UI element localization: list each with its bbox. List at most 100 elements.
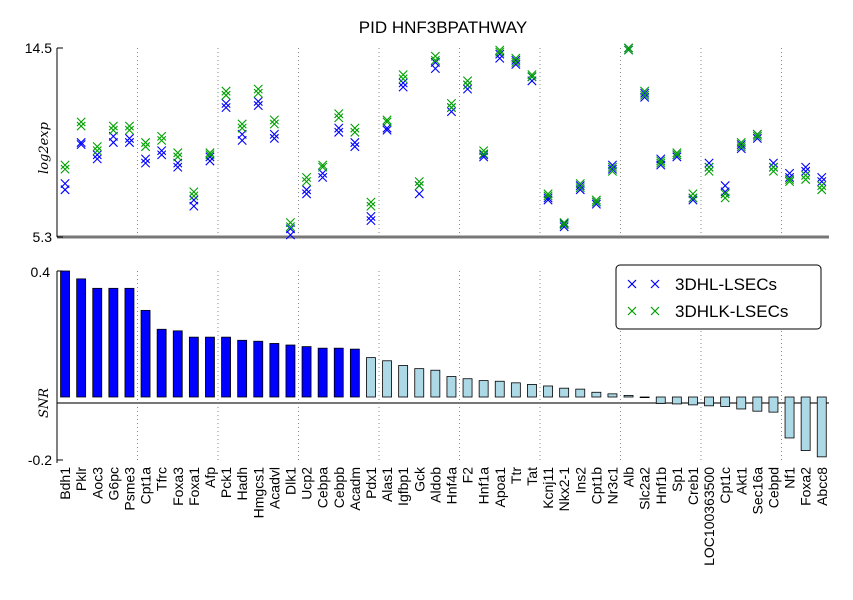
scatter-point-3dhlk bbox=[591, 197, 601, 207]
scatter-point-3dhl bbox=[301, 189, 312, 199]
snr-bars bbox=[60, 270, 827, 458]
scatter-point-3dhlk bbox=[495, 45, 505, 55]
snr-bar bbox=[398, 365, 409, 398]
scatter-point-3dhl bbox=[173, 162, 183, 172]
scatter-point-3dhlk bbox=[414, 176, 424, 187]
legend-entry-3dhlk: 3DHLK-LSECs bbox=[627, 302, 788, 321]
scatter-point-3dhlk bbox=[479, 146, 489, 156]
gene-label: Acadvl bbox=[266, 467, 282, 509]
scatter-point-3dhlk bbox=[656, 156, 666, 166]
snr-bar bbox=[607, 393, 618, 398]
scatter-point-3dhl bbox=[157, 146, 167, 156]
scatter-point-3dhlk bbox=[672, 150, 682, 160]
scatter-point-3dhl bbox=[366, 211, 376, 222]
scatter-point-3dhlk bbox=[108, 121, 118, 131]
gene-label: Hadh bbox=[234, 467, 250, 500]
scatter-point-3dhl bbox=[350, 142, 360, 152]
scatter-point-3dhl bbox=[398, 78, 408, 88]
gene-label: Ucp2 bbox=[299, 467, 315, 500]
snr-bar bbox=[430, 369, 441, 398]
scatter-point-3dhlk bbox=[784, 176, 795, 187]
snr-bar bbox=[494, 380, 505, 398]
gene-label: Ttr bbox=[508, 467, 524, 484]
scatter-point-3dhl bbox=[140, 154, 151, 164]
top-ytick-max: 14.5 bbox=[25, 40, 52, 56]
bottom-ytick-max: 0.4 bbox=[31, 264, 51, 280]
scatter-point-3dhl bbox=[350, 137, 360, 148]
gene-label: Acadm bbox=[347, 467, 363, 511]
scatter-point-3dhlk bbox=[237, 119, 247, 129]
gene-label: Nkx2-1 bbox=[556, 467, 572, 512]
scatter-point-3dhl bbox=[253, 100, 263, 111]
scatter-point-3dhlk bbox=[398, 70, 408, 80]
scatter-point-3dhlk bbox=[640, 86, 650, 96]
scatter-point-3dhlk bbox=[301, 176, 312, 187]
scatter-point-3dhlk bbox=[92, 142, 102, 152]
scatter-point-3dhl bbox=[124, 137, 135, 148]
scatter-point-3dhlk bbox=[479, 149, 489, 159]
scatter-point-3dhlk bbox=[334, 113, 344, 123]
scatter-point-3dhlk bbox=[253, 88, 263, 98]
gene-label: Alas1 bbox=[379, 467, 395, 502]
scatter-point-3dhlk bbox=[76, 117, 86, 127]
scatter-point-3dhl bbox=[398, 82, 408, 92]
scatter-point-3dhlk bbox=[511, 57, 521, 67]
snr-bar bbox=[591, 391, 602, 398]
snr-bar bbox=[688, 396, 698, 406]
scatter-point-3dhlk bbox=[205, 150, 215, 160]
snr-bar bbox=[575, 388, 586, 398]
scatter-point-3dhlk bbox=[430, 55, 440, 65]
gene-label: Sec16a bbox=[749, 467, 765, 515]
scatter-point-3dhlk bbox=[350, 123, 360, 133]
scatter-point-3dhl bbox=[366, 215, 376, 226]
snr-bar bbox=[720, 396, 731, 407]
gene-label: Cpt1b bbox=[588, 467, 604, 505]
scatter-point-3dhlk bbox=[157, 135, 167, 146]
gene-label: Creb1 bbox=[685, 467, 701, 505]
gene-label: Ins2 bbox=[572, 467, 588, 494]
scatter-point-3dhlk bbox=[285, 218, 296, 228]
scatter-point-3dhlk bbox=[607, 162, 618, 172]
scatter-point-3dhlk bbox=[640, 90, 650, 100]
scatter-point-3dhlk bbox=[173, 148, 183, 158]
scatter-point-3dhlk bbox=[817, 185, 827, 195]
snr-bar bbox=[671, 396, 682, 405]
snr-bar bbox=[156, 328, 167, 398]
scatter-point-3dhl bbox=[672, 152, 682, 162]
scatter-point-3dhlk bbox=[495, 47, 505, 57]
scatter-point-3dhlk bbox=[76, 121, 86, 131]
scatter-point-3dhlk bbox=[720, 189, 730, 199]
scatter-point-3dhlk bbox=[221, 90, 231, 100]
scatter-point-3dhlk bbox=[801, 174, 811, 185]
gene-label: Nr3c1 bbox=[604, 467, 620, 505]
gene-label: Hmgcs1 bbox=[250, 467, 266, 519]
scatter-marks bbox=[60, 43, 827, 240]
scatter-point-3dhlk bbox=[414, 181, 424, 191]
expression-scatter-panel: 14.5 5.3 log2exp bbox=[25, 40, 829, 245]
scatter-point-3dhl bbox=[221, 102, 231, 113]
scatter-point-3dhl bbox=[607, 164, 618, 174]
gene-label: Apoa1 bbox=[492, 467, 508, 508]
scatter-point-3dhlk bbox=[575, 178, 585, 189]
snr-bar bbox=[382, 360, 392, 398]
gene-label: G6pc bbox=[105, 467, 121, 500]
snr-bar bbox=[221, 336, 231, 398]
snr-bar bbox=[124, 287, 135, 398]
scatter-point-3dhl bbox=[446, 107, 457, 117]
scatter-point-3dhlk bbox=[623, 45, 634, 55]
scatter-point-3dhl bbox=[817, 176, 827, 187]
snr-bar bbox=[623, 395, 634, 398]
gene-label: Pklr bbox=[73, 467, 89, 491]
scatter-point-3dhlk bbox=[688, 193, 698, 203]
scatter-point-3dhl bbox=[92, 150, 102, 160]
scatter-point-3dhlk bbox=[350, 127, 360, 137]
scatter-point-3dhlk bbox=[157, 131, 167, 141]
scatter-point-3dhl bbox=[559, 219, 569, 229]
snr-bar bbox=[60, 270, 70, 398]
scatter-point-3dhlk bbox=[527, 72, 537, 82]
scatter-point-3dhl bbox=[92, 154, 102, 164]
snr-bar bbox=[704, 396, 714, 407]
gene-label: Aoc3 bbox=[89, 467, 105, 499]
scatter-point-3dhlk bbox=[752, 131, 762, 141]
snr-bar bbox=[462, 378, 473, 398]
